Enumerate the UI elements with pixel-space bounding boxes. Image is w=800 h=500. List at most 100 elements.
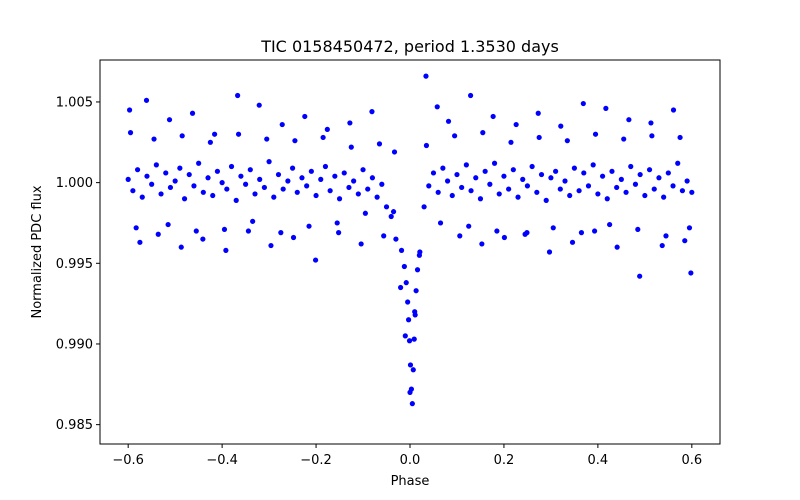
- data-point: [318, 176, 324, 182]
- y-tick-label: 0.990: [56, 337, 93, 352]
- data-point: [153, 162, 159, 168]
- data-point: [595, 191, 601, 197]
- data-point: [407, 362, 414, 368]
- data-point: [567, 192, 573, 199]
- data-point: [490, 113, 496, 120]
- data-point: [585, 183, 592, 189]
- data-point: [341, 170, 347, 176]
- data-point: [327, 188, 333, 194]
- data-point: [663, 233, 669, 239]
- data-point: [126, 107, 133, 113]
- y-axis: 0.985 0.990 0.995 1.000 1.005: [56, 95, 100, 433]
- data-point: [348, 144, 354, 150]
- data-point: [569, 239, 576, 245]
- data-point: [292, 138, 298, 144]
- data-point: [177, 165, 183, 171]
- data-point: [635, 226, 641, 233]
- data-point: [127, 130, 134, 136]
- data-point: [423, 142, 430, 149]
- data-point: [324, 126, 330, 132]
- data-point: [278, 230, 284, 236]
- data-point: [487, 181, 493, 187]
- data-point: [414, 267, 421, 273]
- data-point: [543, 197, 549, 203]
- data-point: [675, 160, 681, 166]
- data-point: [212, 131, 218, 137]
- data-point: [524, 183, 531, 189]
- data-point: [252, 191, 258, 197]
- data-point: [224, 186, 230, 192]
- data-point: [686, 225, 693, 231]
- data-point: [130, 188, 136, 194]
- data-point: [618, 176, 624, 182]
- points-layer: [125, 73, 695, 407]
- data-point: [670, 183, 676, 189]
- data-point: [536, 134, 542, 141]
- data-point: [403, 280, 409, 286]
- data-point: [648, 120, 654, 126]
- data-point: [155, 231, 161, 237]
- data-point: [408, 386, 415, 392]
- data-point: [334, 220, 340, 226]
- data-point: [609, 168, 615, 174]
- data-point: [280, 186, 286, 192]
- data-point: [233, 197, 239, 203]
- data-point: [355, 191, 361, 197]
- data-point: [581, 170, 587, 176]
- data-point: [684, 178, 690, 184]
- data-point: [468, 188, 474, 194]
- data-point: [628, 163, 634, 170]
- data-point: [299, 175, 305, 181]
- data-point: [513, 121, 519, 128]
- x-tick-label: 0.2: [494, 453, 515, 468]
- data-point: [591, 228, 598, 234]
- data-point: [607, 221, 613, 228]
- data-point: [473, 175, 479, 181]
- data-point: [398, 247, 405, 253]
- data-point: [410, 367, 416, 373]
- data-point: [289, 165, 296, 171]
- data-point: [580, 100, 586, 107]
- data-point: [235, 92, 241, 99]
- data-point: [306, 223, 312, 229]
- data-point: [275, 171, 282, 178]
- y-tick-label: 0.995: [56, 257, 93, 272]
- data-point: [405, 299, 411, 305]
- data-point: [312, 257, 319, 263]
- data-point: [496, 191, 502, 197]
- data-point: [308, 168, 314, 174]
- data-point: [362, 210, 368, 216]
- data-point: [515, 194, 521, 200]
- x-axis: −0.6 −0.4 −0.2 0.0 0.2 0.4 0.6: [112, 444, 702, 468]
- data-point: [454, 171, 460, 178]
- data-point: [401, 263, 407, 270]
- data-point: [501, 173, 507, 179]
- data-point: [444, 178, 451, 184]
- data-point: [558, 123, 564, 129]
- data-point: [480, 130, 486, 136]
- data-point: [228, 163, 235, 170]
- data-point: [632, 181, 639, 187]
- data-point: [139, 194, 145, 200]
- data-point: [381, 233, 387, 239]
- data-point: [165, 221, 171, 228]
- data-point: [238, 173, 244, 179]
- data-point: [219, 180, 225, 186]
- data-point: [163, 170, 169, 176]
- data-point: [167, 184, 174, 191]
- data-point: [494, 228, 500, 234]
- data-point: [434, 104, 440, 110]
- data-point: [179, 133, 185, 139]
- y-axis-label: Normalized PDC flux: [30, 185, 45, 318]
- data-point: [538, 171, 545, 178]
- data-point: [250, 218, 256, 224]
- data-point: [614, 244, 620, 250]
- data-point: [406, 338, 413, 344]
- data-point: [374, 194, 380, 200]
- data-point: [360, 167, 366, 173]
- data-point: [413, 288, 419, 294]
- data-point: [482, 168, 488, 174]
- data-point: [266, 159, 272, 165]
- data-point: [578, 230, 585, 236]
- chart-title: TIC 0158450472, period 1.3530 days: [260, 37, 559, 56]
